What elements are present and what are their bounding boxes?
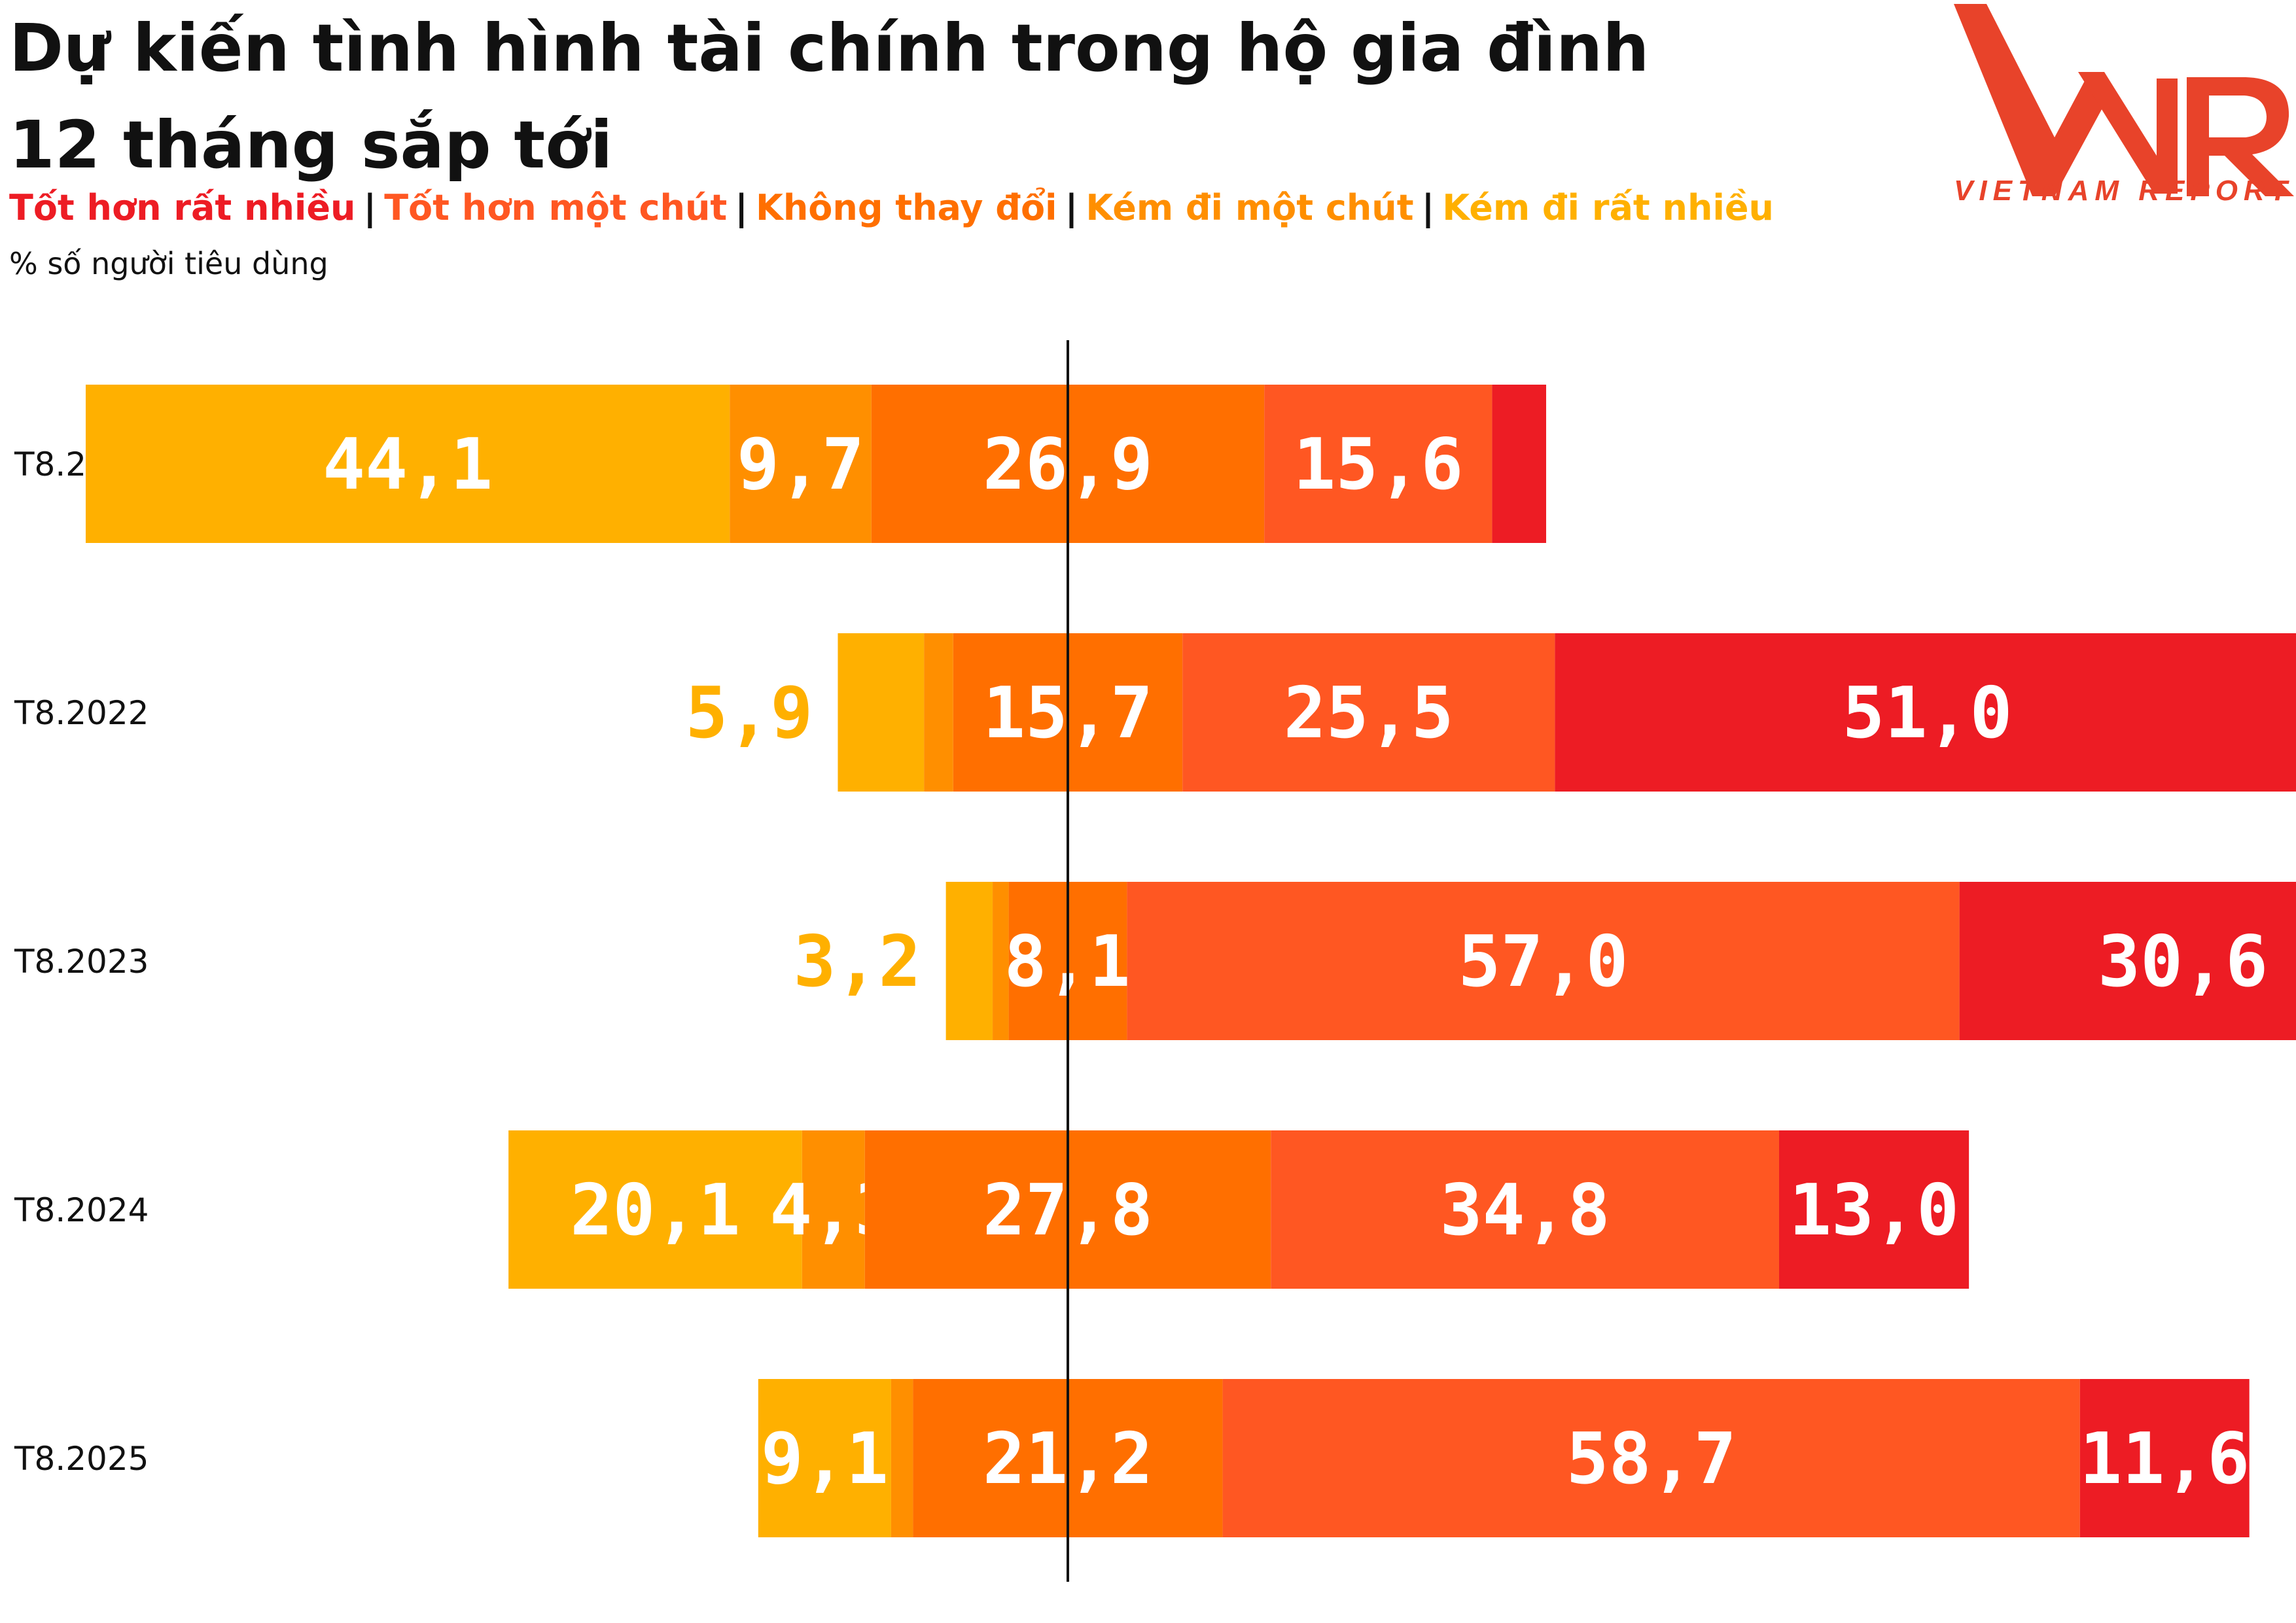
category-label: T8.2022 [14, 694, 149, 732]
bar-segment [1555, 633, 2296, 792]
legend-item-kem-di-rat-nhieu: Kém đi rất nhiều [1442, 187, 1774, 228]
data-label: 30,6 [2098, 921, 2268, 1003]
data-label: 44,1 [323, 424, 493, 506]
data-label: 34,8 [1440, 1170, 1610, 1251]
bar-segment [993, 882, 1009, 1040]
bar-segment [1778, 1130, 1969, 1289]
bar-segment [1271, 1130, 1779, 1289]
data-label: 5,9 [685, 672, 813, 754]
chart-title-line-1: Dự kiến tình hình tài chính trong hộ gia… [9, 10, 1650, 86]
bar-segment [891, 1379, 913, 1537]
bar-segment [924, 633, 953, 792]
vnr-logo: VIETNAM REPORT [1954, 4, 2294, 207]
data-label: 20,1 [570, 1170, 740, 1251]
bar-segment [1127, 882, 1960, 1040]
bar-segment [838, 633, 925, 792]
bar-segment [802, 1130, 865, 1289]
chart-title-line-2: 12 tháng sắp tới [9, 107, 613, 183]
data-label: 25,5 [1284, 672, 1454, 754]
data-label: 9,1 [761, 1418, 889, 1500]
data-label: 57,0 [1458, 921, 1628, 1003]
category-label: T8.2024 [14, 1191, 149, 1229]
data-label: 13,0 [1789, 1170, 1959, 1251]
data-label: 3,2 [794, 921, 921, 1003]
bar-segment [1264, 385, 1492, 543]
chart-title: Dự kiến tình hình tài chính trong hộ gia… [9, 0, 1649, 194]
bar-segment [945, 882, 993, 1040]
logo-text: VIETNAM REPORT [1954, 175, 2293, 207]
legend-separator: | [363, 187, 377, 228]
legend-separator: | [1421, 187, 1435, 228]
legend-item-kem-di-mot-chut: Kém đi một chút [1086, 187, 1414, 228]
bar-segment [758, 1379, 891, 1537]
bar-segment [2079, 1379, 2250, 1537]
data-label: 15,6 [1293, 424, 1463, 506]
bar-segment [508, 1130, 802, 1289]
logo-mark-n [2078, 72, 2178, 194]
legend-item-tot-hon-rat-nhieu: Tốt hơn rất nhiều [9, 187, 356, 228]
bar-segment [1492, 385, 1546, 543]
data-label: 51,0 [1842, 672, 2012, 754]
bar-segment [1222, 1379, 2080, 1537]
legend-item-tot-hon-mot-chut: Tốt hơn một chút [384, 187, 728, 228]
data-label: 58,7 [1566, 1418, 1737, 1500]
bar-segment [1959, 882, 2296, 1040]
chart-subtitle: % số người tiêu dùng [9, 246, 328, 281]
category-label: T8.2025 [14, 1440, 149, 1478]
legend-separator: | [735, 187, 748, 228]
bar-segment [730, 385, 872, 543]
data-label: 9,7 [737, 424, 864, 506]
legend: Tốt hơn rất nhiều | Tốt hơn một chút | Không… [9, 178, 1774, 238]
logo-mark-v [1954, 4, 2104, 196]
logo-mark-r [2187, 77, 2294, 196]
legend-separator: | [1065, 187, 1078, 228]
data-label: 11,6 [2079, 1418, 2250, 1500]
bar-segment [1182, 633, 1555, 792]
bar-segment [85, 385, 730, 543]
category-label: T8.2023 [14, 943, 149, 981]
legend-item-khong-thay-doi: Không thay đổi [755, 187, 1057, 228]
